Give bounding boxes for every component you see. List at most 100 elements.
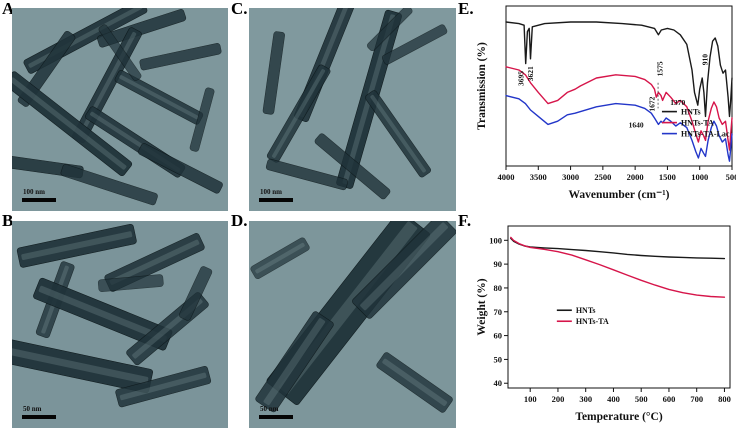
tem-svg-b: 50 nm — [12, 221, 228, 428]
scale-bar — [259, 198, 293, 202]
tem-svg-a: 100 nm — [12, 8, 228, 211]
nanotube-lumen — [109, 239, 200, 285]
ftir-chart: 4000 3500 3000 2500 2000 1500 1000 500 Wavenumbe… — [474, 2, 738, 213]
peak-label-910: 910 — [700, 54, 709, 65]
scale-bar-label: 100 nm — [23, 188, 45, 196]
nanotube-rod — [115, 365, 212, 408]
ftir-svg: 4000 3500 3000 2500 2000 1500 1000 500 Wavenumbe… — [476, 5, 738, 201]
y-tick-label: 100 — [489, 235, 502, 245]
x-tick-label: 3500 — [530, 172, 547, 182]
nanotube-rod — [138, 143, 223, 194]
x-tick-label: 700 — [690, 394, 703, 404]
peak-label-1575: 1575 — [656, 61, 665, 76]
nanotube-rod — [178, 266, 213, 321]
tem-svg-c: 100 nm — [249, 8, 456, 211]
tem-panel-c: 100 nm — [249, 8, 456, 211]
y-tick-label: 70 — [494, 307, 503, 317]
nanotube-rod — [189, 87, 215, 152]
panel-label-d: D. — [231, 211, 248, 230]
legend-label-HNTs-TA: HNTs-TA — [576, 317, 609, 326]
scale-bar-label: 50 nm — [260, 405, 279, 413]
x-tick-label: 500 — [726, 172, 736, 182]
tga-chart: 100 200 300 400 500 600 700 800 40 50 60 70 80 90 100 T… — [474, 220, 736, 434]
y-tick-label: 80 — [494, 283, 503, 293]
nanotube-rod — [255, 311, 334, 413]
x-tick-label: 800 — [718, 394, 731, 404]
panel-label-f: F. — [458, 211, 472, 230]
tem-panel-a: 100 nm — [12, 8, 228, 211]
peak-label-1672: 1672 — [648, 96, 657, 111]
y-tick-label: 90 — [494, 259, 503, 269]
nanotube-lumen — [12, 77, 127, 170]
x-tick-label: 200 — [552, 394, 565, 404]
nanotube-lumen — [38, 285, 167, 343]
tga-svg: 100 200 300 400 500 600 700 800 40 50 60 70 80 90 100 T… — [476, 225, 731, 423]
scale-bar — [259, 415, 293, 419]
nanotube-rod — [97, 9, 187, 48]
nanotube-rod — [262, 31, 285, 115]
x-tick-label: 3000 — [562, 172, 579, 182]
nanotube-rod — [376, 352, 453, 413]
nanotube-rod — [266, 64, 331, 163]
x-tick-label: 2500 — [594, 172, 611, 182]
x-axis-label: Temperature (°C) — [575, 411, 662, 423]
scale-bar-label: 100 nm — [260, 188, 282, 196]
peak-label-3621: 3621 — [526, 66, 535, 81]
series-line-HNTs-TA — [510, 236, 726, 298]
nanotube-rod — [60, 164, 158, 206]
series-line-HNTs-TA — [505, 66, 733, 151]
x-axis-label: Wavenumber (cm⁻¹) — [569, 189, 670, 201]
peak-label-1640: 1640 — [629, 121, 644, 130]
tem-panel-b: 50 nm — [12, 221, 228, 428]
legend-label-HNTs-TA: HNTs-TA — [681, 119, 714, 128]
nanotube-lumen — [370, 95, 426, 173]
y-tick-label: 50 — [494, 354, 503, 364]
nanotube-rod — [97, 274, 164, 292]
nanotube-lumen — [12, 347, 149, 385]
scale-bar — [22, 198, 56, 202]
x-tick-label: 1000 — [691, 172, 708, 182]
x-tick-label: 2000 — [627, 172, 644, 182]
nanotube-lumen — [255, 242, 305, 274]
series-line-HNTs-TA-Lac — [505, 94, 733, 162]
nanotube-lumen — [263, 318, 326, 406]
nanotube-rod — [381, 24, 448, 65]
plot-frame — [507, 225, 731, 389]
x-tick-label: 4000 — [498, 172, 515, 182]
y-tick-label: 60 — [494, 331, 503, 341]
nanotube-rod — [352, 221, 456, 319]
tem-panel-d: 50 nm — [249, 221, 456, 428]
nanotube-rod — [365, 90, 431, 178]
nanotube-lumen — [272, 69, 326, 158]
x-tick-label: 500 — [635, 394, 648, 404]
nanotube-lumen — [21, 231, 133, 261]
y-axis-label: Transmission (%) — [476, 42, 488, 130]
nanotube-rod — [367, 8, 413, 52]
x-tick-label: 600 — [663, 394, 676, 404]
nanotube-lumen — [360, 222, 448, 311]
nanotube-rod — [265, 158, 348, 191]
nanotube-rod — [98, 24, 142, 81]
nanotube-rod — [314, 133, 391, 200]
x-tick-label: 1500 — [659, 172, 676, 182]
tem-svg-d: 50 nm — [249, 221, 456, 428]
nanotube-rod — [12, 71, 133, 177]
legend-label-HNTs-TA-Lac: HNTs-TA-Lac — [681, 130, 730, 139]
legend-label-HNTs: HNTs — [576, 306, 596, 315]
nanotube-rod — [33, 277, 173, 351]
x-tick-label: 300 — [579, 394, 592, 404]
nanotube-lumen — [382, 358, 448, 406]
peak-label-3695: 3695 — [516, 71, 525, 86]
nanotube-lumen — [119, 372, 207, 401]
scale-bar-label: 50 nm — [23, 405, 42, 413]
peak-label-1370: 1370 — [670, 98, 685, 107]
legend-label-HNTs: HNTs — [681, 108, 701, 117]
nanotube-rod — [16, 223, 137, 268]
nanotube-rod — [139, 43, 222, 71]
x-tick-label: 400 — [607, 394, 620, 404]
x-tick-label: 100 — [524, 394, 537, 404]
scale-bar — [22, 415, 56, 419]
nanotube-rod — [250, 237, 310, 280]
panel-label-c: C. — [231, 0, 248, 18]
